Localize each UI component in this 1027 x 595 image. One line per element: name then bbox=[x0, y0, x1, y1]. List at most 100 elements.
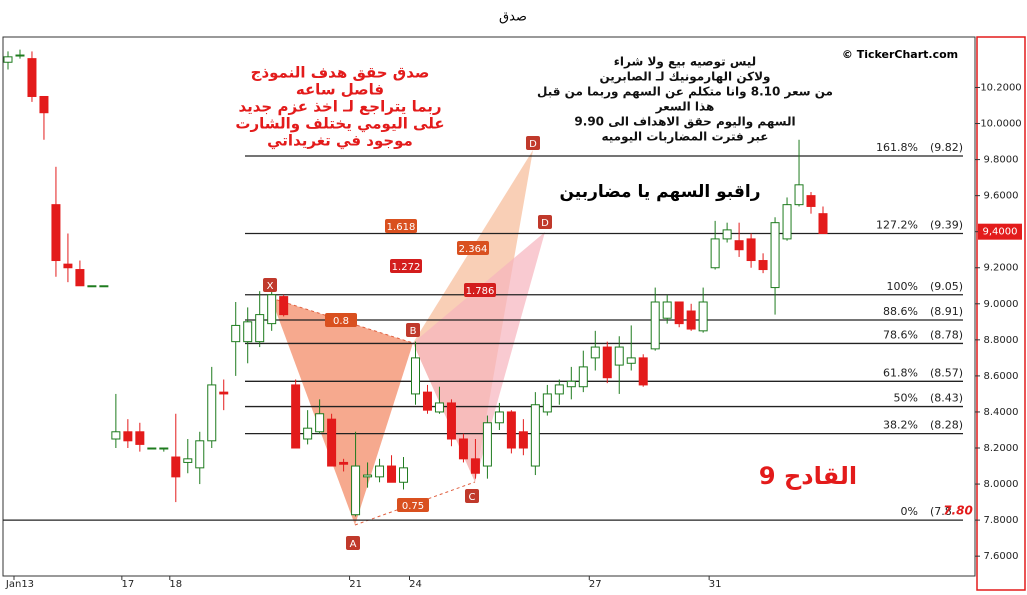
pattern-ratio: 1.786 bbox=[466, 286, 495, 297]
candle-body bbox=[351, 465, 361, 516]
candle-body bbox=[530, 404, 540, 467]
candle-body bbox=[542, 393, 552, 413]
candle-body bbox=[602, 346, 612, 379]
candle-body bbox=[147, 447, 157, 450]
note-trigger: القادح 9 bbox=[759, 462, 857, 490]
pattern-ratio-box bbox=[390, 259, 422, 273]
pattern-ratio: 0.8 bbox=[333, 316, 349, 327]
candle-body bbox=[171, 456, 181, 478]
fib-value: (8.43) bbox=[930, 392, 963, 405]
y-tick-label: 10.2000 bbox=[980, 82, 1021, 93]
pattern-ratio-box bbox=[457, 241, 489, 255]
candle-body bbox=[626, 357, 636, 364]
pattern-point: A bbox=[350, 539, 357, 550]
x-tick-label: 24 bbox=[409, 579, 422, 590]
candle-body bbox=[75, 269, 85, 287]
last-price-box bbox=[978, 223, 1022, 240]
fib-value: (9.82) bbox=[930, 141, 963, 154]
fib-value: (8.78) bbox=[930, 328, 963, 341]
candle-body bbox=[722, 229, 732, 240]
pattern-ratio: 1.618 bbox=[387, 222, 416, 233]
y-tick-label: 10.0000 bbox=[980, 119, 1021, 130]
candle-body bbox=[279, 296, 289, 316]
x-tick-label: 31 bbox=[709, 579, 722, 590]
candle-body bbox=[339, 461, 349, 465]
y-tick-label: 9.8000 bbox=[984, 155, 1019, 166]
pattern-ratio-box bbox=[464, 283, 496, 297]
candle-body bbox=[219, 391, 229, 395]
candle-body bbox=[399, 467, 409, 483]
note-black-line: هذا السعر bbox=[655, 100, 715, 114]
candle-body bbox=[387, 465, 397, 483]
candle-body bbox=[758, 260, 768, 271]
candle-body bbox=[470, 458, 480, 474]
candle-body bbox=[87, 285, 97, 288]
pattern-point-box bbox=[538, 215, 552, 229]
candle-body bbox=[638, 357, 648, 386]
candle-body bbox=[818, 213, 828, 234]
candle-body bbox=[770, 222, 780, 289]
pattern-point-box bbox=[263, 278, 277, 292]
candle-body bbox=[782, 204, 792, 240]
candle-body bbox=[662, 301, 672, 319]
pattern-point: B bbox=[410, 326, 417, 337]
y-tick-label: 7.8000 bbox=[984, 515, 1019, 526]
pattern-ratio: 2.364 bbox=[459, 244, 488, 255]
pattern-point-box bbox=[346, 536, 360, 550]
plot-border bbox=[2, 36, 976, 577]
note-red-line: ربما يتراجع لـ اخذ عزم جديد bbox=[238, 98, 441, 116]
fib-label: 161.8% bbox=[876, 141, 918, 154]
candle-body bbox=[195, 440, 205, 469]
candle-body bbox=[267, 294, 277, 325]
fib-marker: 7.80 bbox=[943, 504, 973, 518]
pattern-point-box bbox=[406, 323, 420, 337]
candle-body bbox=[482, 422, 492, 467]
y-tick-label: 8.2000 bbox=[984, 443, 1019, 454]
candle-body bbox=[446, 402, 456, 440]
candle-body bbox=[363, 474, 373, 478]
note-black-line: السهم واليوم حقق الاهداف الى 9.90 bbox=[574, 115, 795, 130]
y-tick-label: 8.4000 bbox=[984, 407, 1019, 418]
y-tick-label: 8.6000 bbox=[984, 371, 1019, 382]
fib-value: (8.57) bbox=[930, 366, 963, 379]
candle-body bbox=[458, 438, 468, 460]
candle-body bbox=[506, 411, 516, 449]
candle-body bbox=[806, 195, 816, 207]
note-black-line: عبر فترت المضاربات اليوميه bbox=[602, 130, 769, 145]
y-tick-label: 8.8000 bbox=[984, 335, 1019, 346]
pattern-ratio: 1.272 bbox=[392, 262, 421, 273]
candle-body bbox=[794, 184, 804, 206]
note-red-line: على اليومي يختلف والشارت bbox=[235, 115, 444, 133]
candle-body bbox=[3, 56, 13, 63]
candle-body bbox=[494, 411, 504, 424]
fib-label: 127.2% bbox=[876, 218, 918, 231]
pattern-point: X bbox=[267, 281, 274, 292]
candle-body bbox=[698, 301, 708, 332]
candle-body bbox=[422, 391, 432, 411]
candle-body bbox=[243, 321, 253, 343]
candle-body bbox=[710, 238, 720, 269]
candle-body bbox=[15, 54, 25, 57]
note-black-line: من سعر 8.10 وانا متكلم عن السهم وربما من… bbox=[537, 85, 833, 100]
candle-body bbox=[63, 263, 73, 269]
candle-body bbox=[207, 384, 217, 442]
y-tick-label: 9.0000 bbox=[984, 299, 1019, 310]
x-tick-label: 21 bbox=[349, 579, 362, 590]
fib-value: (9.39) bbox=[930, 218, 963, 231]
pattern-point-box bbox=[465, 489, 479, 503]
note-red-line: صدق حقق هدف النموذج bbox=[251, 64, 430, 82]
note-black-line: ولاكن الهارمونيك لـ الصابرين bbox=[599, 70, 770, 85]
pattern-ratio: 0.75 bbox=[402, 501, 424, 512]
fib-label: 100% bbox=[887, 280, 918, 293]
note-red-line: موجود في تغريداتي bbox=[267, 132, 413, 150]
pattern-ratio-box bbox=[325, 313, 357, 327]
candle-body bbox=[135, 431, 145, 445]
x-tick-label: 27 bbox=[589, 579, 602, 590]
candle-body bbox=[327, 418, 337, 467]
pattern-point: D bbox=[541, 218, 549, 229]
candle-body bbox=[518, 431, 528, 449]
fib-label: 0% bbox=[901, 505, 918, 518]
x-tick-label: 18 bbox=[169, 579, 182, 590]
candle-body bbox=[650, 301, 660, 350]
